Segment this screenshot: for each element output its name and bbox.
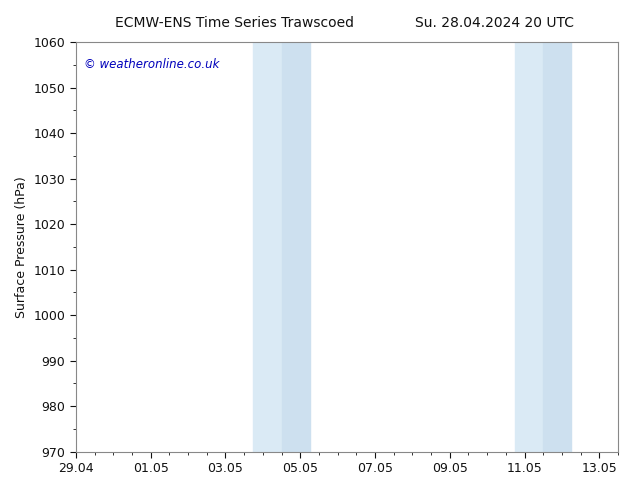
- Bar: [254, 42, 281, 452]
- Bar: [281, 42, 309, 452]
- Text: ECMW-ENS Time Series Trawscoed: ECMW-ENS Time Series Trawscoed: [115, 16, 354, 30]
- Bar: [543, 42, 571, 452]
- Bar: [515, 42, 543, 452]
- Y-axis label: Surface Pressure (hPa): Surface Pressure (hPa): [15, 176, 28, 318]
- Text: Su. 28.04.2024 20 UTC: Su. 28.04.2024 20 UTC: [415, 16, 574, 30]
- Text: © weatheronline.co.uk: © weatheronline.co.uk: [84, 58, 219, 72]
